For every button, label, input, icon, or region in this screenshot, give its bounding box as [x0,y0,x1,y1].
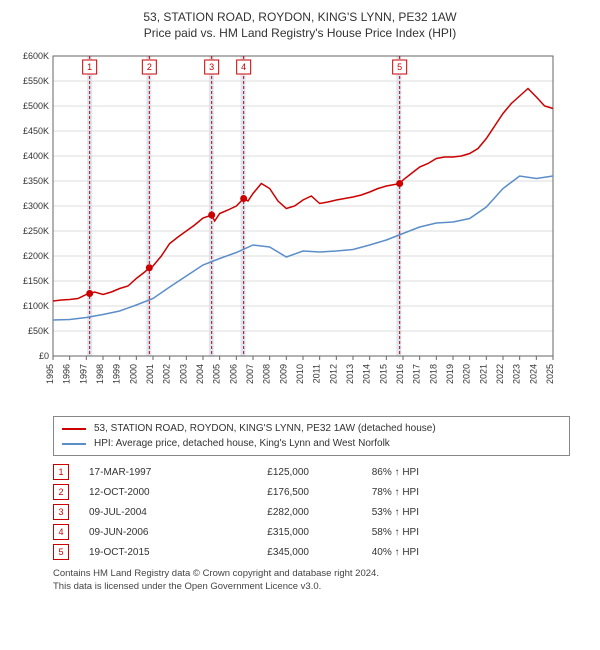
transaction-price: £315,000 [219,527,309,538]
title-line2: Price paid vs. HM Land Registry's House … [10,26,590,40]
transaction-row: 5 19-OCT-2015 £345,000 40% ↑ HPI [53,544,570,560]
svg-text:2005: 2005 [212,364,222,384]
svg-text:£500K: £500K [23,101,49,111]
svg-text:1: 1 [87,62,92,72]
svg-text:£100K: £100K [23,301,49,311]
svg-text:2017: 2017 [412,364,422,384]
transaction-marker: 5 [53,544,69,560]
transaction-date: 09-JUL-2004 [89,507,199,518]
svg-text:2021: 2021 [478,364,488,384]
svg-text:£150K: £150K [23,276,49,286]
svg-text:1996: 1996 [62,364,72,384]
svg-text:2: 2 [147,62,152,72]
transaction-marker: 2 [53,484,69,500]
svg-text:2007: 2007 [245,364,255,384]
svg-text:5: 5 [397,62,402,72]
transaction-marker: 4 [53,524,69,540]
svg-text:2006: 2006 [228,364,238,384]
svg-text:2000: 2000 [128,364,138,384]
chart-title: 53, STATION ROAD, ROYDON, KING'S LYNN, P… [10,10,590,40]
svg-text:2025: 2025 [545,364,555,384]
transaction-marker: 3 [53,504,69,520]
transaction-marker: 1 [53,464,69,480]
svg-text:£550K: £550K [23,76,49,86]
transaction-date: 09-JUN-2006 [89,527,199,538]
svg-text:£300K: £300K [23,201,49,211]
transaction-row: 1 17-MAR-1997 £125,000 86% ↑ HPI [53,464,570,480]
svg-text:1997: 1997 [78,364,88,384]
svg-text:2023: 2023 [512,364,522,384]
svg-text:2015: 2015 [378,364,388,384]
svg-text:2008: 2008 [262,364,272,384]
svg-text:2011: 2011 [312,364,322,383]
svg-text:2012: 2012 [328,364,338,384]
transaction-pct: 78% ↑ HPI [329,487,419,498]
svg-text:2024: 2024 [528,364,538,384]
transaction-date: 19-OCT-2015 [89,547,199,558]
legend-swatch-property [62,428,86,430]
attribution: Contains HM Land Registry data © Crown c… [53,568,570,594]
svg-text:2004: 2004 [195,364,205,384]
svg-text:£450K: £450K [23,126,49,136]
svg-text:2018: 2018 [428,364,438,384]
svg-text:2009: 2009 [278,364,288,384]
legend-row-hpi: HPI: Average price, detached house, King… [62,436,561,451]
svg-text:2022: 2022 [495,364,505,384]
title-line1: 53, STATION ROAD, ROYDON, KING'S LYNN, P… [10,10,590,24]
transaction-date: 17-MAR-1997 [89,467,199,478]
attribution-line1: Contains HM Land Registry data © Crown c… [53,568,570,581]
transaction-row: 3 09-JUL-2004 £282,000 53% ↑ HPI [53,504,570,520]
svg-text:1998: 1998 [95,364,105,384]
svg-text:2003: 2003 [178,364,188,384]
svg-text:£600K: £600K [23,51,49,61]
svg-text:2020: 2020 [462,364,472,384]
transaction-pct: 40% ↑ HPI [329,547,419,558]
svg-text:£50K: £50K [28,326,49,336]
transaction-date: 12-OCT-2000 [89,487,199,498]
transaction-price: £176,500 [219,487,309,498]
transaction-price: £282,000 [219,507,309,518]
legend-label-property: 53, STATION ROAD, ROYDON, KING'S LYNN, P… [94,421,436,436]
transaction-price: £125,000 [219,467,309,478]
price-chart: £0 £50K £100K £150K £200K £250K £300K £350K £400… [10,48,570,408]
transaction-pct: 53% ↑ HPI [329,507,419,518]
transactions-table: 1 17-MAR-1997 £125,000 86% ↑ HPI 2 12-OCT-200… [53,464,570,560]
transaction-price: £345,000 [219,547,309,558]
svg-text:£0: £0 [39,351,49,361]
svg-text:1995: 1995 [45,364,55,384]
legend-row-property: 53, STATION ROAD, ROYDON, KING'S LYNN, P… [62,421,561,436]
svg-text:2019: 2019 [445,364,455,384]
svg-text:4: 4 [241,62,246,72]
transaction-pct: 58% ↑ HPI [329,527,419,538]
svg-text:1999: 1999 [112,364,122,384]
svg-text:2014: 2014 [362,364,372,384]
transaction-row: 2 12-OCT-2000 £176,500 78% ↑ HPI [53,484,570,500]
svg-text:2002: 2002 [162,364,172,384]
svg-text:3: 3 [209,62,214,72]
svg-text:£400K: £400K [23,151,49,161]
legend-swatch-hpi [62,443,86,445]
svg-text:£200K: £200K [23,251,49,261]
legend: 53, STATION ROAD, ROYDON, KING'S LYNN, P… [53,416,570,456]
svg-text:£350K: £350K [23,176,49,186]
legend-label-hpi: HPI: Average price, detached house, King… [94,436,390,451]
attribution-line2: This data is licensed under the Open Gov… [53,581,570,594]
svg-text:2001: 2001 [145,364,155,384]
svg-text:2013: 2013 [345,364,355,384]
svg-text:£250K: £250K [23,226,49,236]
svg-text:2010: 2010 [295,364,305,384]
transaction-row: 4 09-JUN-2006 £315,000 58% ↑ HPI [53,524,570,540]
svg-text:2016: 2016 [395,364,405,384]
transaction-pct: 86% ↑ HPI [329,467,419,478]
